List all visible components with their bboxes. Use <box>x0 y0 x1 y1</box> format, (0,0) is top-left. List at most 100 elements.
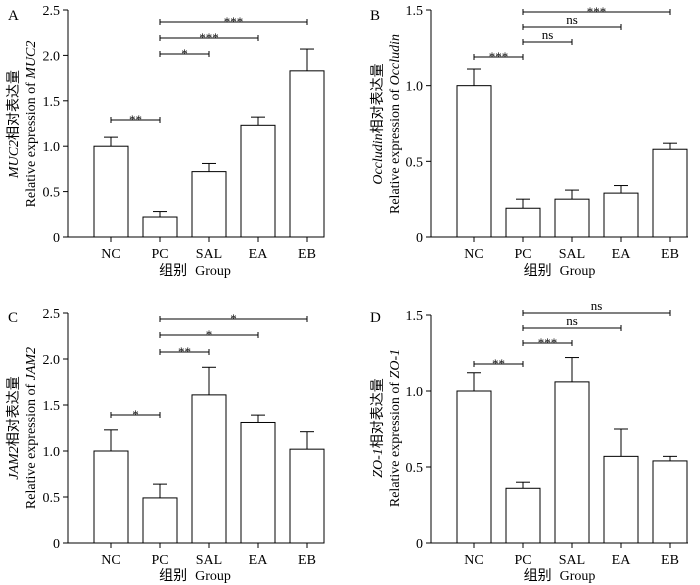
bar-nc <box>93 450 129 544</box>
x-tick-label: PC <box>151 553 168 568</box>
y-tick-label: 0 <box>53 537 60 552</box>
y-tick-label: 2.5 <box>43 4 61 19</box>
y-tick-label: 0.5 <box>406 155 424 170</box>
significance-label: *** <box>224 14 244 29</box>
x-tick-label: EA <box>249 553 269 568</box>
significance-label: ** <box>492 356 505 371</box>
bar-sal <box>191 394 227 544</box>
significance-label: * <box>230 311 237 326</box>
y-tick-label: 0 <box>416 537 423 552</box>
x-tick-label: EA <box>249 247 269 262</box>
y-axis-title-line1: ZO-1相对表达量 <box>370 378 386 478</box>
significance-label: ** <box>129 112 142 127</box>
y-tick-label: 2.5 <box>43 307 61 322</box>
y-tick-label: 1.5 <box>43 399 61 414</box>
y-axis-title: JAM2相对表达量 Relative expression of JAM2 <box>6 347 39 509</box>
y-tick-label: 0 <box>416 231 423 246</box>
significance-label: * <box>132 407 139 422</box>
y-axis-title-line1: MUC2相对表达量 <box>6 70 22 179</box>
bar-pc <box>142 497 178 544</box>
x-tick-label: EB <box>661 247 679 262</box>
panel-letter: D <box>370 310 381 326</box>
panel-letter: C <box>8 310 18 326</box>
x-tick-label: EB <box>298 247 316 262</box>
y-tick-label: 1.0 <box>406 385 424 400</box>
y-tick-label: 1.5 <box>43 95 61 110</box>
y-axis-title-line2: Relative expression of ZO-1 <box>388 349 403 507</box>
x-tick-label: PC <box>514 247 531 262</box>
significance-label: * <box>206 327 213 342</box>
significance-label: ns <box>591 298 603 313</box>
x-tick-label: EA <box>612 553 632 568</box>
x-tick-label: NC <box>101 247 120 262</box>
significance-label: ns <box>542 27 554 42</box>
x-tick-label: NC <box>464 553 483 568</box>
bar-ea <box>603 455 639 544</box>
x-axis-title: 组别 Group <box>524 263 596 279</box>
bar-eb <box>652 148 688 238</box>
y-tick-label: 1.0 <box>43 140 61 155</box>
significance-label: *** <box>199 30 219 45</box>
y-tick-label: 1.0 <box>406 80 424 95</box>
x-tick-label: EB <box>298 553 316 568</box>
bar-nc <box>456 390 492 544</box>
x-tick-label: EB <box>661 553 679 568</box>
bar-ea <box>603 192 639 238</box>
significance-label: ns <box>566 313 578 328</box>
panel-letter: A <box>8 8 19 24</box>
y-tick-label: 2.0 <box>43 49 61 64</box>
panel-d: D 0 0.5 1.0 1.5 NC PC SAL EA EB 组别 Group ZO-1相对表达量 Re… <box>370 298 688 584</box>
bar-eb <box>652 460 688 544</box>
significance-label: * <box>181 46 188 61</box>
bar-sal <box>191 171 227 238</box>
panel-letter: B <box>370 8 380 24</box>
x-tick-label: EA <box>612 247 632 262</box>
y-tick-label: 0.5 <box>43 491 61 506</box>
panel-c: C 0 0.5 1.0 1.5 2.0 2.5 NC PC SAL EA EB 组别 Group JAM2相… <box>6 307 325 584</box>
y-tick-label: 2.0 <box>43 353 61 368</box>
significance-label: ** <box>178 344 191 359</box>
bar-pc <box>505 487 541 544</box>
panel-b: B 0 0.5 1.0 1.5 NC PC SAL EA EB 组别 Group Occludin相对表… <box>370 4 688 279</box>
bar-sal <box>554 381 590 544</box>
y-axis-title-line2: Relative expression of JAM2 <box>24 347 39 509</box>
x-tick-label: SAL <box>196 247 222 262</box>
y-tick-label: 0.5 <box>43 186 61 201</box>
y-tick-label: 0.5 <box>406 461 424 476</box>
y-axis-title-line1: JAM2相对表达量 <box>6 376 22 479</box>
bar-ea <box>240 124 276 238</box>
bar-eb <box>289 70 325 238</box>
x-axis-title: 组别 Group <box>159 263 231 279</box>
y-tick-label: 1.0 <box>43 445 61 460</box>
y-axis-title: ZO-1相对表达量 Relative expression of ZO-1 <box>370 349 403 507</box>
y-axis-title: MUC2相对表达量 Relative expression of MUC2 <box>6 41 39 208</box>
significance-label: *** <box>489 49 509 64</box>
bar-pc <box>142 216 178 238</box>
x-tick-label: SAL <box>196 553 222 568</box>
bar-sal <box>554 198 590 238</box>
x-tick-label: NC <box>101 553 120 568</box>
bar-nc <box>456 85 492 238</box>
y-axis-title-line1: Occludin相对表达量 <box>370 63 386 184</box>
y-axis-title-line2: Relative expression of Occludin <box>388 34 403 214</box>
y-axis-title: Occludin相对表达量 Relative expression of Occl… <box>370 34 403 214</box>
x-axis-title: 组别 Group <box>524 568 596 584</box>
x-axis-title: 组别 Group <box>159 568 231 584</box>
x-tick-label: SAL <box>559 553 585 568</box>
y-tick-label: 0 <box>53 231 60 246</box>
panel-a: A 0 0.5 1.0 1.5 2.0 2.5 NC PC SAL EA EB 组别 Group MUC2相… <box>6 4 325 279</box>
significance-label: *** <box>538 335 558 350</box>
y-axis-title-line2: Relative expression of MUC2 <box>24 41 39 208</box>
y-tick-label: 1.5 <box>406 4 424 19</box>
x-tick-label: SAL <box>559 247 585 262</box>
bar-eb <box>289 448 325 544</box>
bar-pc <box>505 207 541 238</box>
y-tick-label: 1.5 <box>406 309 424 324</box>
x-tick-label: PC <box>514 553 531 568</box>
significance-label: *** <box>587 4 607 19</box>
bar-nc <box>93 145 129 238</box>
x-tick-label: PC <box>151 247 168 262</box>
x-tick-label: NC <box>464 247 483 262</box>
significance-label: ns <box>566 12 578 27</box>
